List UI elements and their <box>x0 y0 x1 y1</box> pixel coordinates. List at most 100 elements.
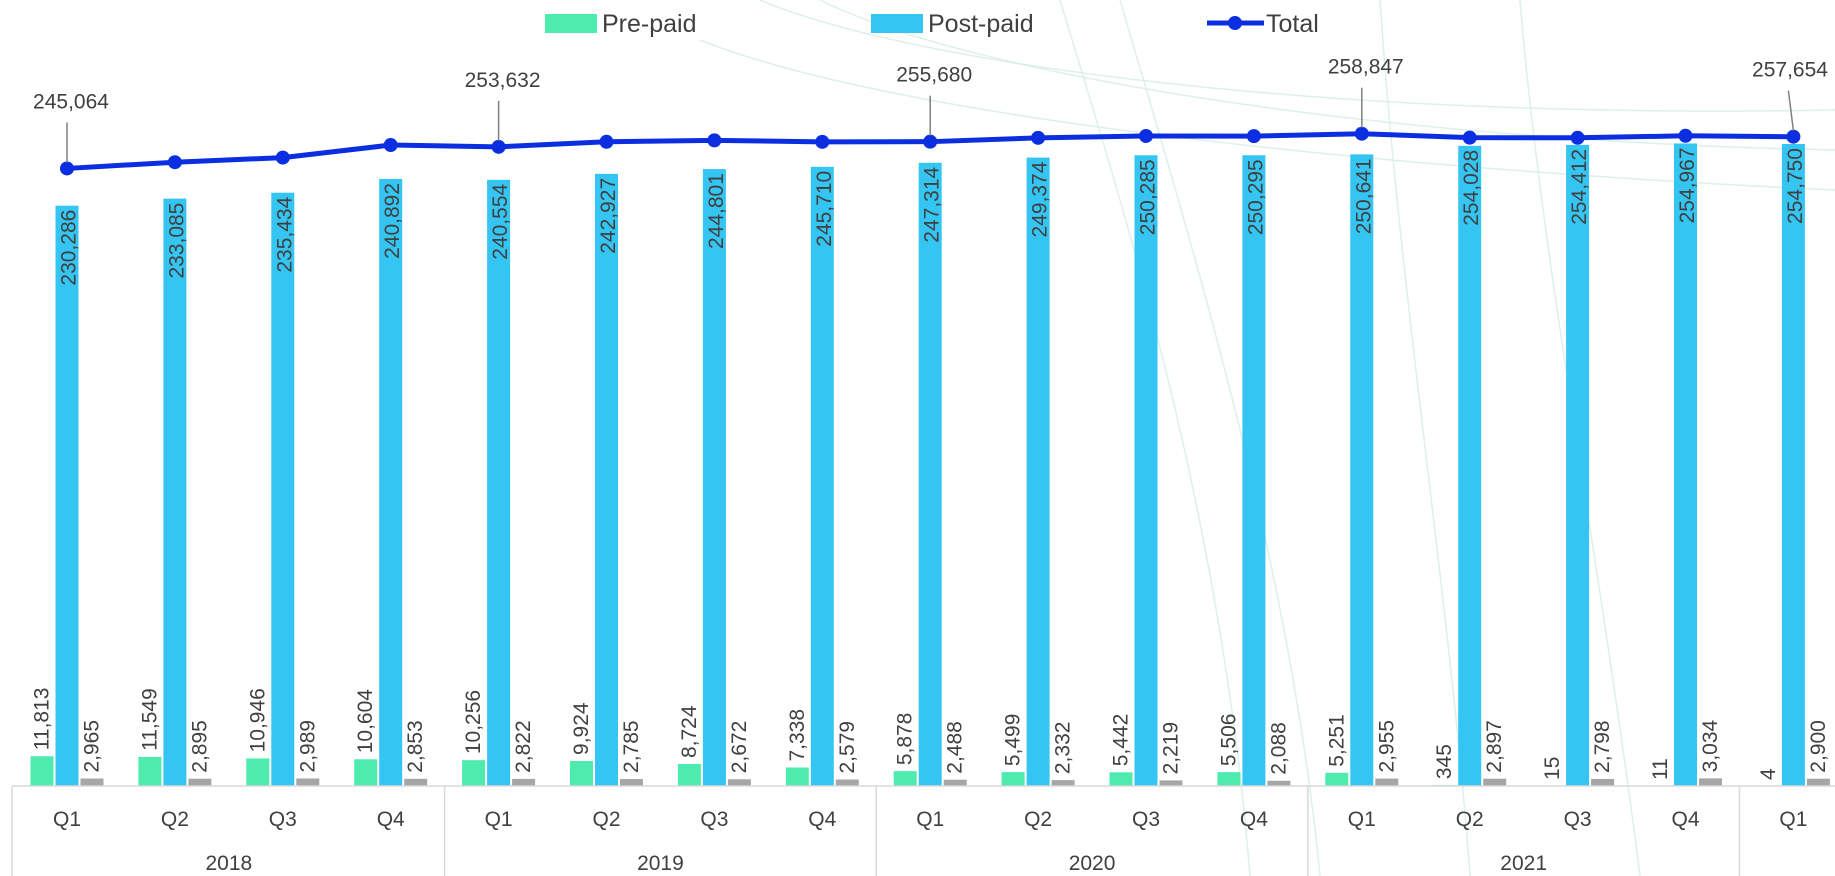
bar-pre-paid-0 <box>30 756 54 786</box>
bar-other-10 <box>1159 780 1183 786</box>
bar-data-label: 10,946 <box>246 688 269 752</box>
bar-other-4 <box>512 778 536 786</box>
bar-post-paid-9 <box>1026 157 1050 786</box>
bar-data-label: 2,488 <box>944 721 967 774</box>
bar-pre-paid-5 <box>570 760 593 786</box>
x-tick-label: Q4 <box>1671 808 1699 831</box>
bar-post-paid-2 <box>271 192 295 787</box>
bar-data-label: 2,798 <box>1591 720 1614 773</box>
bar-data-label: 5,878 <box>894 713 917 766</box>
total-point-4 <box>491 139 506 154</box>
legend-label: Pre-paid <box>602 10 697 38</box>
bar-pre-paid-12 <box>1325 772 1349 786</box>
total-point-9 <box>1031 130 1046 145</box>
background-curve <box>699 39 1835 191</box>
bar-data-label: 233,085 <box>165 203 188 279</box>
bar-data-label: 254,967 <box>1676 147 1699 223</box>
total-point-5 <box>599 134 614 149</box>
bar-data-label: 250,295 <box>1244 159 1267 235</box>
bar-labels: 11,813 11,549 10,946 10,604 10,256 9,924 8,724… <box>31 147 1830 780</box>
bar-data-label: 2,965 <box>81 720 104 773</box>
legend-label: Post-paid <box>928 10 1034 38</box>
leader-line <box>1787 90 1795 131</box>
bar-data-label: 2,672 <box>728 721 751 774</box>
bar-data-label: 2,853 <box>404 720 427 773</box>
bar-other-12 <box>1375 778 1399 786</box>
bar-data-label: 10,256 <box>462 690 485 754</box>
bar-data-label: 247,314 <box>921 166 944 242</box>
bar-other-16 <box>1806 778 1830 786</box>
bar-other-14 <box>1591 778 1615 786</box>
total-point-13 <box>1462 130 1477 145</box>
x-group-label: 2021 <box>1500 852 1547 875</box>
bar-post-paid-16 <box>1781 144 1805 786</box>
bar-other-5 <box>620 778 643 786</box>
bars <box>30 143 1830 787</box>
x-tick-label: Q1 <box>485 808 513 831</box>
x-tick-label: Q2 <box>592 808 620 831</box>
total-line: 245,064 253,632 255,680 258,847 257,654 <box>33 56 1828 176</box>
bar-post-paid-6 <box>702 169 726 786</box>
bar-pre-paid-8 <box>893 771 917 786</box>
bar-data-label: 249,374 <box>1029 161 1052 237</box>
bar-data-label: 11,549 <box>138 688 161 751</box>
x-tick-label: Q4 <box>808 808 836 831</box>
bar-data-label: 2,579 <box>836 721 859 774</box>
bar-data-label: 2,895 <box>188 720 211 773</box>
bar-data-label: 2,822 <box>512 720 535 773</box>
bar-data-label: 8,724 <box>678 705 701 758</box>
bar-data-label: 11 <box>1649 758 1672 780</box>
x-tick-label: Q1 <box>1348 808 1376 831</box>
x-group-label: 2018 <box>205 852 252 875</box>
total-point-3 <box>383 138 398 153</box>
bar-pre-paid-4 <box>462 760 486 786</box>
bar-pre-paid-9 <box>1001 772 1025 786</box>
bar-data-label: 2,785 <box>620 720 643 773</box>
total-point-11 <box>1246 129 1261 144</box>
bar-data-label: 5,251 <box>1325 714 1348 767</box>
x-tick-label: Q4 <box>377 808 405 831</box>
legend-label: Total <box>1266 10 1319 38</box>
bar-data-label: 244,801 <box>705 173 728 249</box>
bar-data-label: 235,434 <box>273 196 296 272</box>
total-point-2 <box>275 150 290 165</box>
x-tick-label: Q4 <box>1240 808 1268 831</box>
total-point-6 <box>707 133 722 148</box>
x-group-label: 2019 <box>637 852 684 875</box>
total-point-16 <box>1786 129 1801 144</box>
bar-pre-paid-1 <box>138 756 162 786</box>
bar-data-label: 2,955 <box>1375 720 1398 773</box>
bar-other-11 <box>1267 780 1291 786</box>
bar-data-label: 3,034 <box>1699 719 1722 772</box>
bar-pre-paid-2 <box>246 758 270 786</box>
total-point-10 <box>1139 128 1153 143</box>
bar-data-label: 2,897 <box>1483 720 1506 773</box>
x-tick-label: Q2 <box>1456 808 1484 831</box>
bar-data-label: 2,900 <box>1807 720 1830 773</box>
bar-other-13 <box>1483 778 1507 786</box>
total-point-1 <box>167 155 182 170</box>
bar-data-label: 240,892 <box>381 183 404 259</box>
bar-post-paid-3 <box>379 178 403 787</box>
bar-other-15 <box>1699 778 1722 786</box>
bar-data-label: 245,710 <box>813 171 836 247</box>
x-tick-label: Q3 <box>269 808 297 831</box>
bar-other-6 <box>727 779 751 786</box>
x-tick-label: Q1 <box>916 808 944 831</box>
bar-pre-paid-6 <box>677 764 701 786</box>
bar-post-paid-8 <box>918 162 942 786</box>
bar-post-paid-4 <box>487 179 511 786</box>
background-curve <box>1059 0 1251 876</box>
bar-data-label: 2,332 <box>1052 722 1075 775</box>
total-point-label: 255,680 <box>896 64 972 87</box>
bar-post-paid-10 <box>1134 155 1158 786</box>
background-curve <box>1119 0 1321 876</box>
bar-data-label: 240,554 <box>489 183 512 259</box>
bar-other-1 <box>188 778 212 786</box>
bar-data-label: 2,219 <box>1160 722 1183 775</box>
bar-data-label: 230,286 <box>58 210 81 286</box>
bar-data-label: 5,499 <box>1002 714 1025 767</box>
bar-post-paid-0 <box>55 205 79 787</box>
bar-data-label: 9,924 <box>570 702 593 755</box>
bar-data-label: 254,028 <box>1460 150 1483 226</box>
